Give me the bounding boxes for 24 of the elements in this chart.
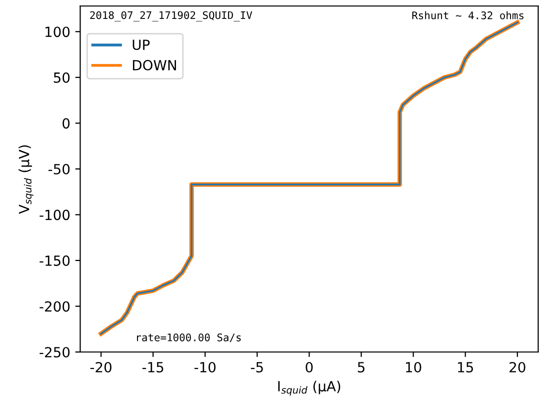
y-tick-label: -200	[40, 301, 70, 312]
x-tick-label: -5	[250, 362, 263, 372]
y-tick-label: 50	[54, 72, 70, 83]
y-tick-label: -50	[48, 164, 70, 174]
legend-label: DOWN	[132, 60, 176, 70]
x-tick-label: 10	[406, 362, 422, 372]
x-tick-label: 15	[458, 362, 473, 372]
y-tick-label: -100	[40, 210, 70, 220]
x-tick-label: -10	[194, 362, 216, 372]
y-tick-label: 0	[62, 118, 70, 129]
y-tick-label: -250	[40, 346, 70, 358]
x-tick-label: 0	[306, 362, 313, 372]
x-tick-label: 20	[510, 362, 526, 372]
x-tick-label: 5	[358, 362, 364, 372]
x-axis-title: I$_{squid}$ (μA)	[278, 380, 340, 396]
annotation: rate=1000.00 Sa/s	[137, 333, 241, 342]
y-tick-label: 100	[46, 26, 70, 38]
y-tick-label: -150	[40, 255, 70, 266]
annotation: 2018_07_27_171902_SQUID_IV	[90, 11, 252, 22]
x-tick-label: -15	[142, 362, 164, 372]
legend-label: UP	[132, 40, 150, 50]
y-axis-title: V$_{squid}$ (μV)	[18, 145, 34, 214]
x-tick-label: -20	[90, 362, 112, 372]
annotation: Rshunt ~ 4.32 ohms	[412, 11, 524, 20]
